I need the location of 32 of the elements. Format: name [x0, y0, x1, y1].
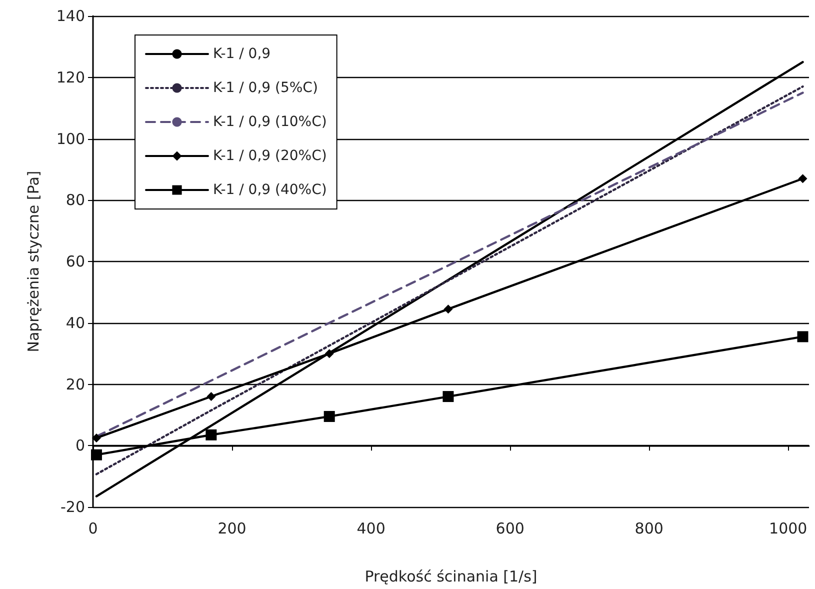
y-tick-label: 80	[66, 191, 85, 210]
legend-label: K-1 / 0,9 (20%C)	[213, 148, 327, 164]
point	[442, 391, 454, 402]
y-tick-label: 100	[56, 130, 85, 148]
y-tick-label: 60	[66, 252, 85, 270]
point	[324, 349, 334, 358]
point	[797, 331, 808, 342]
legend-label: K-1 / 0,9	[213, 46, 271, 62]
y-tick-label: 120	[56, 68, 85, 86]
point	[798, 174, 808, 184]
y-tick-label: 40	[66, 314, 85, 332]
x-tick-label: 800	[634, 520, 664, 538]
point	[92, 433, 101, 442]
point	[444, 304, 453, 314]
x-tick-label: 600	[496, 520, 524, 538]
legend-label: K-1 / 0,9 (5%C)	[213, 80, 318, 96]
x-tick-label: 400	[356, 520, 386, 538]
x-tick-label: 200	[218, 520, 246, 538]
x-tick-label: 1000	[769, 520, 808, 538]
point	[206, 429, 217, 440]
y-axis-title: Naprężenia styczne [Pa]	[24, 170, 42, 352]
y-tick-label: 0	[75, 436, 85, 455]
point	[90, 449, 102, 460]
point	[324, 410, 335, 422]
x-tick-label: 0	[88, 520, 98, 538]
legend-label: K-1 / 0,9 (10%C)	[213, 114, 327, 130]
y-tick-label: -20	[60, 498, 85, 516]
point	[206, 392, 216, 402]
y-tick-label: 140	[56, 7, 85, 25]
legend-label: K-1 / 0,9 (40%C)	[213, 182, 327, 198]
y-tick-label: 20	[66, 375, 85, 394]
x-axis-title: Prędkość ścinania [1/s]	[364, 568, 538, 586]
